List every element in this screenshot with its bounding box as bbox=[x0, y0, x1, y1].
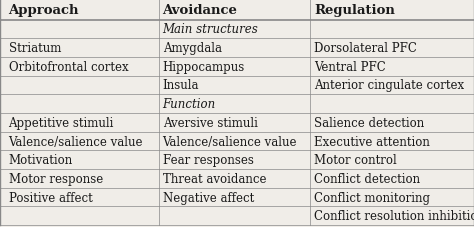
Text: Insula: Insula bbox=[163, 79, 199, 92]
Text: Executive attention: Executive attention bbox=[314, 135, 430, 148]
Text: Motivation: Motivation bbox=[9, 153, 73, 167]
Text: Appetitive stimuli: Appetitive stimuli bbox=[9, 116, 114, 129]
Text: Main structures: Main structures bbox=[163, 23, 258, 36]
Text: Striatum: Striatum bbox=[9, 42, 61, 55]
Text: Conflict detection: Conflict detection bbox=[314, 172, 420, 185]
Text: Valence/salience value: Valence/salience value bbox=[163, 135, 297, 148]
Text: Aversive stimuli: Aversive stimuli bbox=[163, 116, 257, 129]
Text: Avoidance: Avoidance bbox=[163, 4, 237, 17]
Text: Salience detection: Salience detection bbox=[314, 116, 425, 129]
Text: Conflict resolution inhibition: Conflict resolution inhibition bbox=[314, 209, 474, 222]
Text: Positive affect: Positive affect bbox=[9, 191, 92, 204]
Text: Approach: Approach bbox=[9, 4, 79, 17]
Text: Valence/salience value: Valence/salience value bbox=[9, 135, 143, 148]
Text: Threat avoidance: Threat avoidance bbox=[163, 172, 266, 185]
Text: Orbitofrontal cortex: Orbitofrontal cortex bbox=[9, 60, 128, 74]
Text: Motor control: Motor control bbox=[314, 153, 397, 167]
Text: Motor response: Motor response bbox=[9, 172, 103, 185]
Text: Function: Function bbox=[163, 98, 216, 111]
Text: Anterior cingulate cortex: Anterior cingulate cortex bbox=[314, 79, 465, 92]
Text: Regulation: Regulation bbox=[314, 4, 395, 17]
Text: Dorsolateral PFC: Dorsolateral PFC bbox=[314, 42, 417, 55]
Text: Fear responses: Fear responses bbox=[163, 153, 254, 167]
Text: Negative affect: Negative affect bbox=[163, 191, 254, 204]
Text: Conflict monitoring: Conflict monitoring bbox=[314, 191, 430, 204]
Text: Ventral PFC: Ventral PFC bbox=[314, 60, 386, 74]
Text: Hippocampus: Hippocampus bbox=[163, 60, 245, 74]
Text: Amygdala: Amygdala bbox=[163, 42, 221, 55]
